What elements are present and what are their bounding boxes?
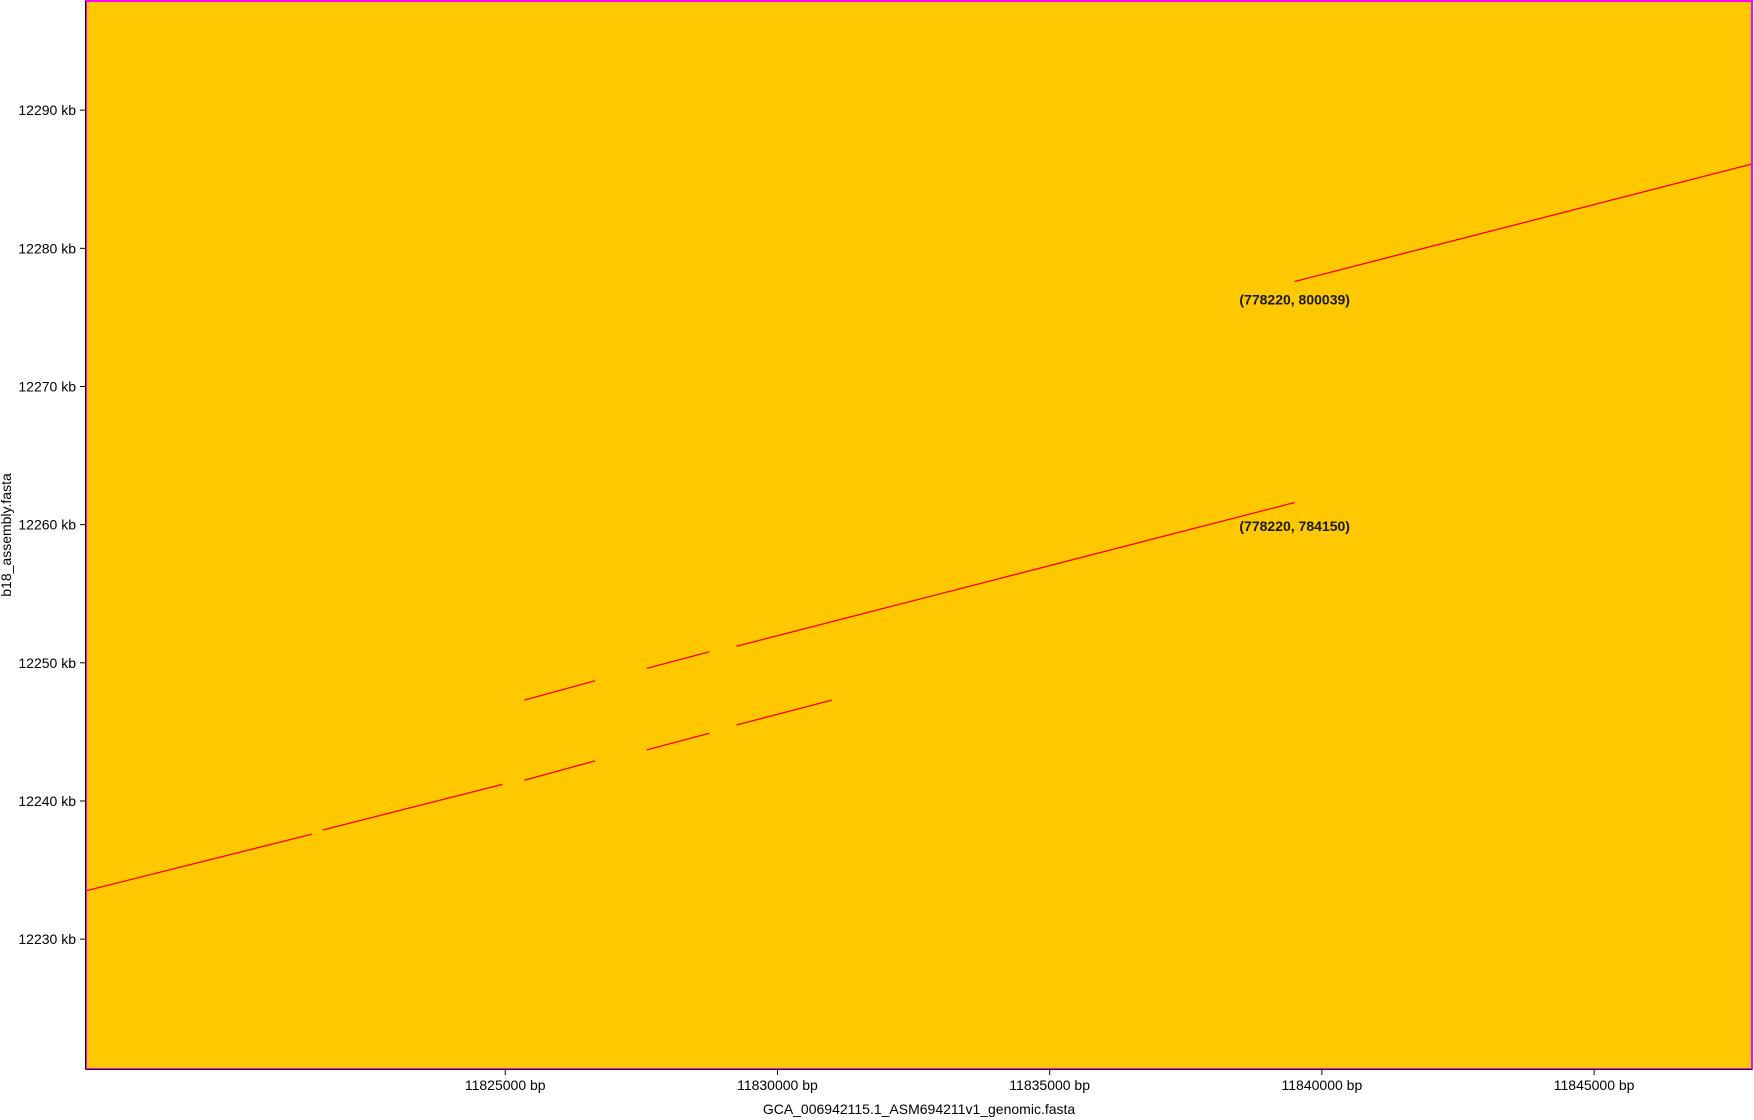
alignment-segment — [85, 833, 313, 892]
x-tick-label: 11830000 bp — [737, 1077, 818, 1093]
x-tick-label: 11835000 bp — [1009, 1077, 1090, 1093]
segment-annotation: (778220, 800039) — [1239, 291, 1350, 307]
x-tick-label: 11840000 bp — [1282, 1077, 1363, 1093]
alignment-segments — [85, 163, 1753, 892]
alignment-segment — [646, 732, 710, 751]
y-tick-label: 12280 kb — [18, 240, 76, 256]
alignment-segment — [322, 783, 503, 831]
segment-annotation: (778220, 784150) — [1239, 518, 1350, 534]
plot-area — [86, 1, 1752, 1069]
alignment-segment — [736, 501, 1295, 647]
y-tick-label: 12230 kb — [18, 931, 76, 947]
alignment-segment — [524, 680, 596, 701]
alignment-segment — [736, 699, 833, 726]
alignment-segment — [1294, 163, 1753, 283]
alignment-segment — [646, 651, 710, 669]
y-tick-label: 12240 kb — [18, 793, 76, 809]
x-axis-title: GCA_006942115.1_ASM694211v1_genomic.fast… — [763, 1101, 1076, 1117]
annotations: (778220, 800039) (778220, 784150) — [1239, 291, 1350, 534]
y-tick-label: 12250 kb — [18, 655, 76, 671]
y-tick-label: 12260 kb — [18, 517, 76, 533]
x-axis: 11825000 bp 11830000 bp 11835000 bp 1184000… — [86, 1069, 1752, 1093]
y-axis: 12290 kb 12280 kb 12270 kb 12260 kb 12250 kb… — [18, 1, 86, 1069]
y-tick-label: 12290 kb — [18, 102, 76, 118]
x-tick-label: 11845000 bp — [1554, 1077, 1635, 1093]
y-tick-label: 12270 kb — [18, 378, 76, 394]
x-tick-label: 11825000 bp — [465, 1077, 546, 1093]
alignment-segment — [524, 760, 596, 781]
y-axis-title: b18_assembly.fasta — [0, 473, 14, 597]
